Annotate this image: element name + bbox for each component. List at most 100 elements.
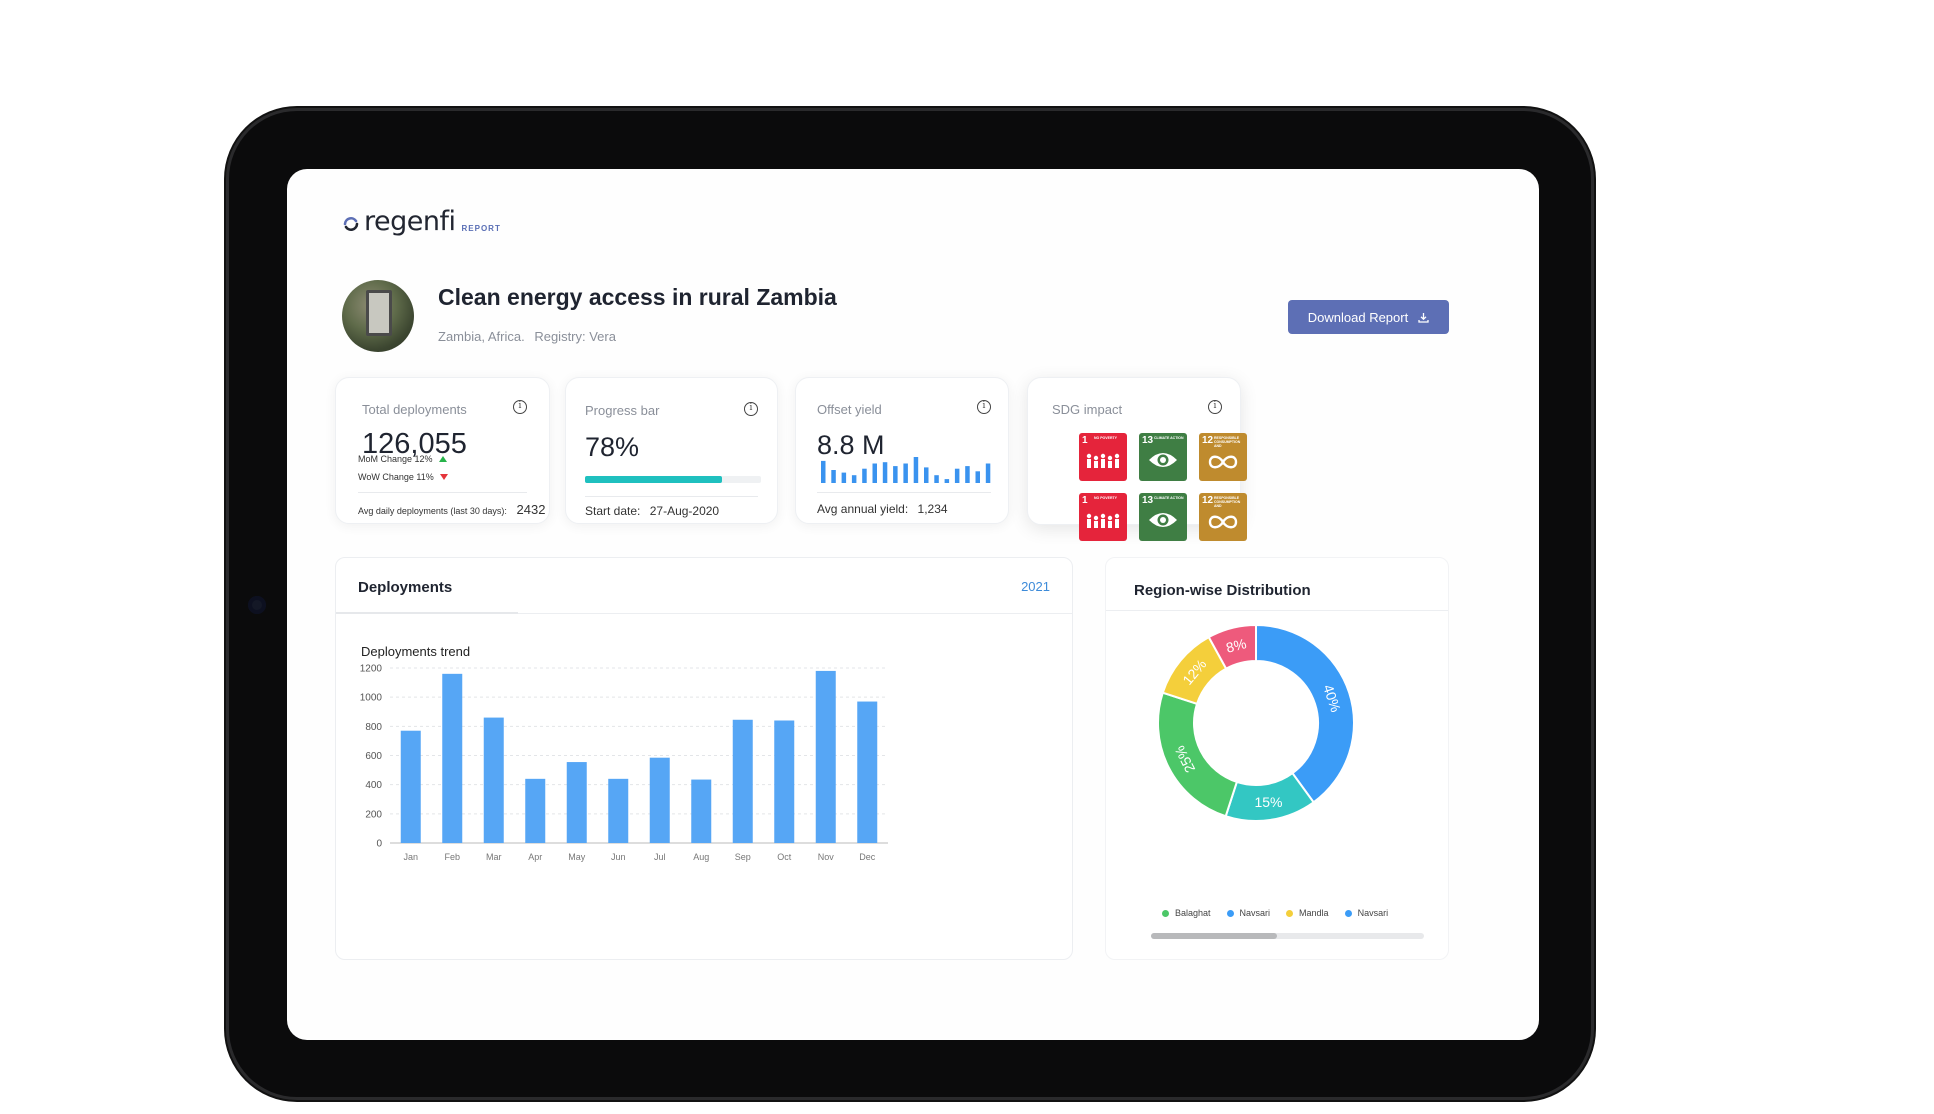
sdg-label: NO POVERTY: [1094, 496, 1117, 500]
divider: [817, 492, 991, 493]
x-tick-label: Sep: [735, 852, 751, 862]
infinity-icon: [1199, 453, 1247, 476]
legend-item[interactable]: Balaghat: [1162, 908, 1211, 918]
bar[interactable]: [691, 779, 712, 843]
deployments-bar-chart: 0 200 400 600 800 1000 1200 Jan Feb Mar Apr May Jun J…: [360, 664, 888, 862]
progress-fill: [585, 476, 723, 483]
spark-bar: [913, 457, 919, 483]
bar[interactable]: [608, 778, 629, 843]
deployments-title: Deployments: [358, 579, 453, 596]
download-report-label: Download Report: [1307, 309, 1409, 325]
legend-item[interactable]: Mandla: [1286, 908, 1329, 918]
project-title: Clean energy access in rural Zambia: [438, 284, 837, 310]
y-tick-label: 1200: [360, 664, 383, 675]
spark-bar: [862, 468, 867, 483]
scrollbar-thumb[interactable]: [1151, 933, 1277, 939]
avg-annual-label: Avg annual yield:: [817, 502, 909, 516]
avg-daily-label: Avg daily deployments (last 30 days):: [358, 506, 507, 516]
x-tick-label: Aug: [693, 852, 709, 862]
legend-item[interactable]: Navsari: [1226, 908, 1270, 918]
bar[interactable]: [649, 757, 670, 843]
mom-label: MoM Change 12%: [358, 454, 433, 464]
y-tick-label: 800: [365, 722, 382, 733]
divider: [358, 492, 527, 493]
bar[interactable]: [815, 670, 836, 843]
bar[interactable]: [483, 717, 504, 843]
brand-name: regenfi: [364, 206, 456, 237]
sdg-number: 1: [1082, 435, 1088, 446]
sdg-grid: 1 NO POVERTY 13 CLIMATE ACTION 12 RESPONSIBLE…: [1079, 433, 1247, 541]
bar[interactable]: [400, 730, 421, 843]
info-icon[interactable]: i: [513, 400, 527, 414]
x-tick-label: Dec: [859, 852, 876, 862]
sdg-number: 1: [1082, 495, 1088, 506]
sdg-tile: 13 CLIMATE ACTION: [1139, 493, 1187, 541]
progress-value: 78%: [585, 432, 640, 462]
arrow-up-icon: [438, 456, 447, 462]
sdg-tile: 13 CLIMATE ACTION: [1139, 433, 1187, 481]
x-tick-label: Feb: [444, 852, 460, 862]
sdg-tile: 1 NO POVERTY: [1079, 433, 1127, 481]
donut-legend: Balaghat Navsari Mandla Navsari: [1162, 908, 1388, 918]
wow-change: WoW Change 11%: [358, 472, 448, 482]
bar[interactable]: [442, 673, 463, 843]
card-title: Total deployments: [362, 402, 467, 417]
x-tick-label: Oct: [777, 852, 792, 862]
bar[interactable]: [732, 719, 753, 843]
chart-subtitle: Deployments trend: [361, 644, 471, 659]
spark-bar: [872, 463, 877, 483]
avg-daily: Avg daily deployments (last 30 days): 24…: [358, 502, 545, 517]
spark-bar: [821, 460, 826, 483]
x-tick-label: May: [568, 852, 586, 862]
bar[interactable]: [525, 778, 546, 843]
spark-bar: [893, 466, 898, 483]
spark-bar: [831, 470, 836, 483]
bar[interactable]: [774, 720, 795, 844]
legend-dot: [1162, 909, 1169, 917]
infinity-icon: [1199, 513, 1247, 536]
info-icon[interactable]: i: [744, 402, 758, 416]
y-tick-label: 0: [376, 839, 382, 850]
offset-sparkline: [821, 457, 991, 483]
legend-dot: [1226, 909, 1234, 917]
info-icon[interactable]: i: [1208, 400, 1222, 414]
donut-slice[interactable]: [1207, 623, 1257, 671]
start-date: Start date: 27-Aug-2020: [585, 504, 719, 518]
deployments-panel: Deployments 2021 Deployments trend 0 200 4…: [335, 557, 1073, 960]
start-date-label: Start date:: [585, 504, 641, 518]
spark-bar: [924, 467, 929, 483]
sdg-tile: 1 NO POVERTY: [1079, 493, 1127, 541]
horizontal-scrollbar[interactable]: [1151, 933, 1424, 939]
eye-globe-icon: [1139, 450, 1187, 476]
sdg-number: 13: [1142, 435, 1154, 446]
sdg-impact-card: SDG impact i 1 NO POVERTY 13 CLIMATE ACTION…: [1027, 377, 1247, 541]
divider: [1106, 610, 1448, 611]
card-title: Offset yield: [817, 402, 882, 417]
info-icon[interactable]: i: [977, 400, 991, 414]
donut-slice[interactable]: [1157, 691, 1239, 818]
avg-annual-value: 1,234: [917, 502, 948, 516]
spark-bar: [841, 472, 847, 483]
project-registry: Registry: Vera: [534, 329, 616, 344]
brand-logo[interactable]: regenfi REPORT: [342, 206, 501, 237]
bar[interactable]: [857, 701, 878, 843]
card-title: Progress bar: [585, 403, 660, 418]
tablet-button-side: [225, 183, 230, 275]
y-tick-label: 400: [365, 780, 382, 791]
legend-label: Balaghat: [1175, 908, 1211, 918]
progress-card: Progress bar i 78% Start date: 27-Aug-20…: [565, 377, 778, 524]
legend-label: Navsari: [1357, 908, 1389, 918]
spark-bar: [851, 475, 857, 483]
donut-slice[interactable]: [1255, 623, 1355, 804]
tab-underline: [336, 612, 518, 614]
x-tick-label: Apr: [528, 852, 542, 862]
offset-yield-card: Offset yield i 8.8 M Avg annual yield: 1…: [795, 377, 1009, 524]
bar[interactable]: [566, 762, 587, 843]
x-tick-label: Jan: [403, 852, 418, 862]
spark-bar: [975, 471, 980, 483]
download-report-button[interactable]: Download Report: [1288, 300, 1449, 334]
region-title: Region-wise Distribution: [1134, 582, 1311, 599]
year-selector[interactable]: 2021: [1021, 579, 1050, 594]
sdg-number: 12: [1202, 435, 1214, 446]
legend-item[interactable]: Navsari: [1344, 908, 1389, 918]
